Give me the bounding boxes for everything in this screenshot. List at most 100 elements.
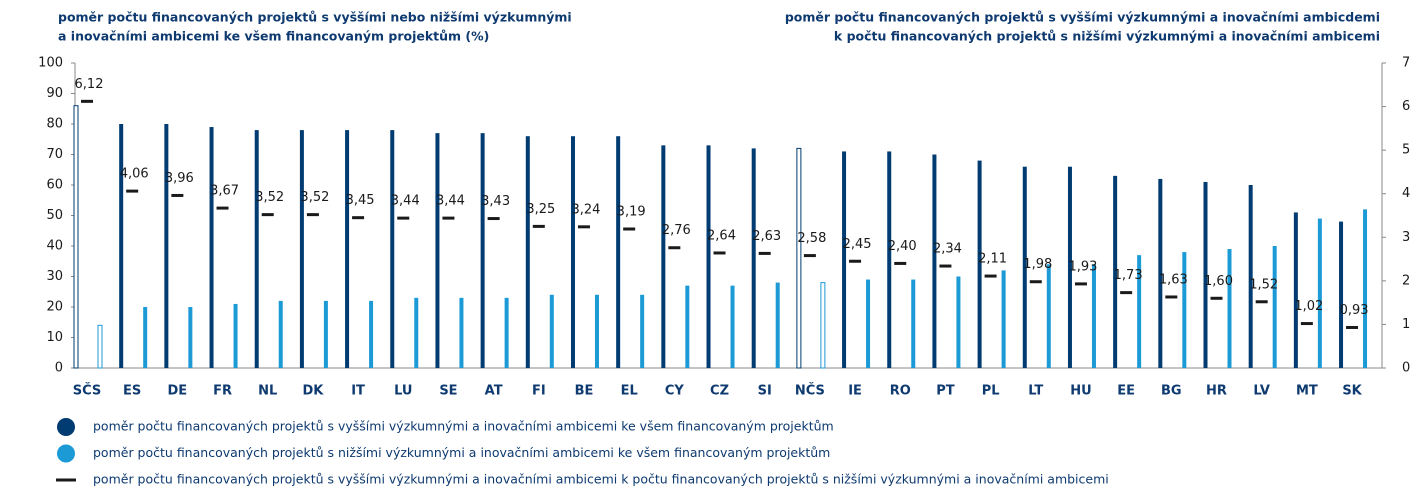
bar [751,148,756,368]
bar [480,133,485,368]
y-tick-label: 80 [46,117,63,132]
ratio-label: 2,34 [933,242,962,257]
y-tick-label: 10 [46,330,63,345]
bar [1091,264,1096,368]
x-tick-label: IE [848,384,862,399]
bar [188,307,193,368]
ratio-label: 3,24 [572,202,601,217]
bar [323,300,328,368]
y-tick-label: 0 [55,361,63,376]
bar [706,145,711,368]
y-tick-label: 90 [46,86,63,101]
bar [1137,255,1142,368]
x-tick-label: EL [621,384,638,399]
bar [1317,218,1322,368]
bar [661,145,666,368]
bar [594,294,599,368]
legend-label: poměr počtu financovaných projektů s vyš… [93,472,1109,487]
ratio-label: 1,93 [1068,259,1097,274]
x-tick-label: BG [1161,384,1182,399]
bar [1248,185,1253,368]
ratio-label: 2,45 [843,237,872,252]
bar [1363,209,1368,368]
bar [209,127,214,368]
bar [1339,221,1344,368]
ratio-label: 1,98 [1023,257,1052,272]
bar [1001,270,1006,368]
bar [1182,252,1187,368]
bar [887,151,892,368]
bar [97,324,103,369]
bar [1113,175,1118,368]
bar [390,130,395,368]
bar [1046,264,1051,368]
bar [345,130,350,368]
ratio-label: 1,02 [1294,299,1323,314]
bar [369,300,374,368]
ratio-label: 4,06 [120,167,149,182]
y2-tick-label: 1 [1402,317,1410,332]
bar [820,282,826,369]
y-tick-label: 20 [46,300,63,315]
bar [977,160,982,368]
y2-tick-label: 4 [1402,186,1410,201]
x-tick-label: DE [168,384,188,399]
bar [640,294,645,368]
y2-tick-label: 6 [1402,99,1410,114]
bar [164,124,169,368]
title-right-2: k počtu financovaných projektů s nižšími… [834,29,1380,44]
ratio-label: 2,40 [888,239,917,254]
ratio-label: 3,52 [255,190,284,205]
y-tick-label: 100 [38,56,63,71]
ratio-label: 3,44 [391,194,420,209]
bar [1203,181,1208,368]
legend-label: poměr počtu financovaných projektů s vyš… [93,419,834,434]
x-tick-label: BE [575,384,594,399]
x-tick-label: NL [258,384,277,399]
x-tick-label: LV [1253,384,1270,399]
bar [504,297,509,368]
x-tick-label: LT [1028,384,1043,399]
y-tick-label: 60 [46,178,63,193]
x-tick-label: SI [758,384,772,399]
x-tick-label: SČS [73,383,102,399]
bar [842,151,847,368]
y2-tick-label: 0 [1402,361,1410,376]
x-tick-label: PL [982,384,1000,399]
bar [956,276,961,368]
bar [1022,166,1027,368]
bar [549,294,554,368]
bar [119,124,124,368]
x-tick-label: SE [439,384,457,399]
ratio-label: 2,63 [752,229,781,244]
ratio-label: 3,25 [526,202,555,217]
x-tick-label: PT [936,384,955,399]
ratio-label: 1,52 [1249,277,1278,292]
x-tick-label: SK [1342,384,1362,399]
bar [278,300,283,368]
x-tick-label: RO [890,384,911,399]
x-tick-label: FR [213,384,232,399]
ratio-label: 1,60 [1204,274,1233,289]
x-tick-label: ES [123,384,141,399]
bar [570,136,575,368]
y-tick-label: 30 [46,269,63,284]
y2-tick-label: 3 [1402,230,1410,245]
bar [866,279,871,368]
y2-tick-label: 7 [1402,56,1410,71]
bar [525,136,530,368]
legend-marker [57,444,75,463]
x-tick-label: MT [1296,384,1318,399]
y-tick-label: 70 [46,147,63,162]
ratio-label: 1,73 [1114,268,1143,283]
bar [932,154,937,368]
bar [73,105,79,369]
bar [1227,249,1232,368]
x-tick-label: DK [302,384,324,399]
bar [414,297,419,368]
bar [143,307,148,368]
y2-tick-label: 5 [1402,143,1410,158]
legend-marker [57,418,75,436]
ratio-label: 3,43 [481,194,510,209]
